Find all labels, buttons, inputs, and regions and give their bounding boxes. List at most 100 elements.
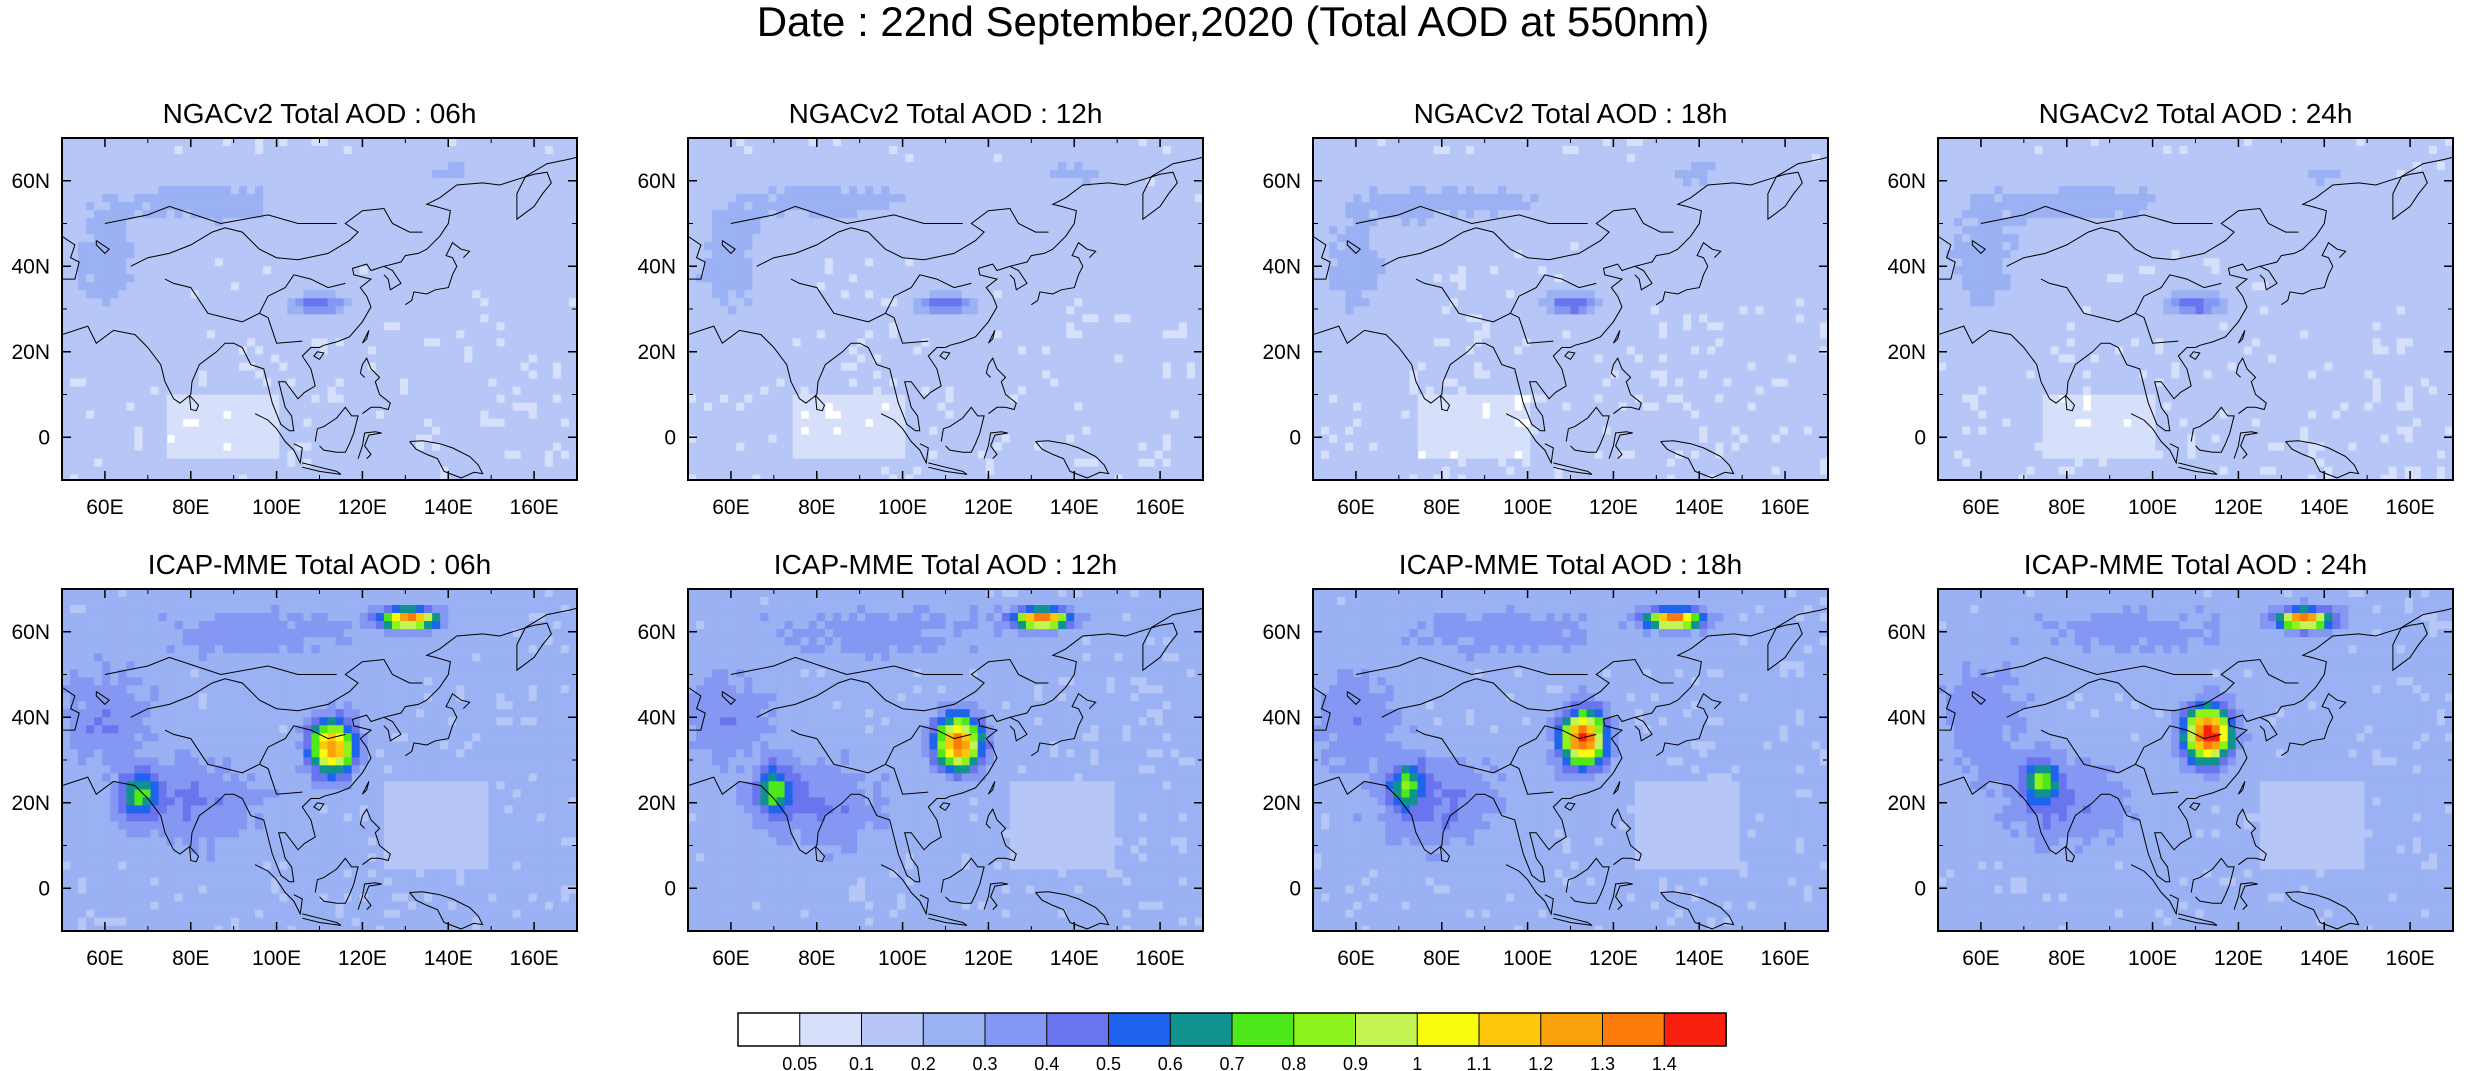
- lon-tick-label: 60E: [86, 947, 123, 970]
- lon-tick-label: 160E: [510, 496, 559, 519]
- lat-tick-label: 20N: [1262, 341, 1301, 364]
- lon-tick-label: 160E: [2386, 496, 2435, 519]
- lon-tick-label: 80E: [172, 947, 209, 970]
- lat-tick-label: 0: [664, 877, 676, 900]
- map-panel-ngacv2-06h: 60E 80E 100E 120E 140E 160E 60N 40N 20N 0 NGACv2 T…: [11, 98, 578, 519]
- colorbar-label: 0.3: [972, 1054, 997, 1071]
- lat-tick-label: 60N: [637, 621, 676, 644]
- lon-tick-label: 140E: [424, 947, 473, 970]
- panel-title: NGACv2 Total AOD : 12h: [789, 98, 1103, 129]
- lon-tick-label: 140E: [1050, 947, 1099, 970]
- panel-title: NGACv2 Total AOD : 06h: [163, 98, 477, 129]
- lon-tick-label: 100E: [878, 947, 927, 970]
- colorbar-label: 1.2: [1528, 1054, 1553, 1071]
- lat-tick-label: 0: [1914, 426, 1926, 449]
- lon-tick-label: 140E: [2300, 496, 2349, 519]
- colorbar-label: 1: [1412, 1054, 1422, 1071]
- lat-tick-label: 40N: [1887, 706, 1926, 729]
- lon-tick-label: 140E: [1675, 947, 1724, 970]
- lon-tick-label: 160E: [1761, 947, 1810, 970]
- colorbar-swatch: [799, 1012, 863, 1047]
- colorbar-swatch: [1478, 1012, 1542, 1047]
- coastlines: [688, 156, 1203, 479]
- lon-tick-label: 100E: [252, 947, 301, 970]
- lat-tick-label: 20N: [637, 341, 676, 364]
- aod-field: [1938, 138, 2453, 480]
- aod-field: [1313, 589, 1828, 931]
- lon-tick-label: 120E: [964, 496, 1013, 519]
- colorbar-swatch: [1046, 1012, 1110, 1047]
- lat-tick-label: 60N: [1887, 621, 1926, 644]
- lat-tick-label: 40N: [637, 706, 676, 729]
- lon-tick-label: 60E: [1962, 496, 1999, 519]
- coastlines: [62, 156, 577, 479]
- colorbar-swatch: [1169, 1012, 1233, 1047]
- colorbar-label: 0.7: [1219, 1054, 1244, 1071]
- lon-tick-label: 100E: [252, 496, 301, 519]
- lon-tick-label: 60E: [712, 947, 749, 970]
- lon-tick-label: 100E: [2128, 496, 2177, 519]
- colorbar-swatch: [1355, 1012, 1419, 1047]
- colorbar-swatch: [861, 1012, 925, 1047]
- colorbar-swatch: [1540, 1012, 1604, 1047]
- coastlines: [1938, 156, 2453, 479]
- colorbar-swatch: [1108, 1012, 1172, 1047]
- colorbar-swatch: [737, 1012, 801, 1047]
- colorbar-label: 1.3: [1590, 1054, 1615, 1071]
- panel-title: NGACv2 Total AOD : 24h: [2039, 98, 2353, 129]
- lat-tick-label: 40N: [1262, 255, 1301, 278]
- lat-tick-label: 60N: [637, 170, 676, 193]
- panel-title: ICAP-MME Total AOD : 24h: [2024, 549, 2367, 580]
- lon-tick-label: 160E: [510, 947, 559, 970]
- colorbar-swatch: [1602, 1012, 1666, 1047]
- lat-tick-label: 0: [1289, 877, 1301, 900]
- map-panel-ngacv2-12h: 60E 80E 100E 120E 140E 160E 60N 40N 20N 0 NGACv2 T…: [637, 98, 1204, 519]
- colorbar-label: 0.2: [911, 1054, 936, 1071]
- lon-tick-label: 160E: [1136, 496, 1185, 519]
- lat-tick-label: 0: [1914, 877, 1926, 900]
- lon-tick-label: 60E: [712, 496, 749, 519]
- lat-tick-label: 40N: [637, 255, 676, 278]
- panel-title: NGACv2 Total AOD : 18h: [1414, 98, 1728, 129]
- colorbar-swatch: [1293, 1012, 1357, 1047]
- lat-tick-label: 0: [664, 426, 676, 449]
- colorbar-swatch: [984, 1012, 1048, 1047]
- lat-tick-label: 20N: [11, 792, 50, 815]
- aod-field: [688, 589, 1203, 931]
- lat-tick-label: 40N: [11, 706, 50, 729]
- colorbar-label: 0.5: [1096, 1054, 1121, 1071]
- coastlines: [1938, 607, 2453, 930]
- colorbar-label: 1.1: [1466, 1054, 1491, 1071]
- panel-title: ICAP-MME Total AOD : 12h: [774, 549, 1117, 580]
- lon-tick-label: 140E: [424, 496, 473, 519]
- lon-tick-label: 120E: [1589, 496, 1638, 519]
- aod-field: [62, 138, 577, 480]
- lon-tick-label: 60E: [1337, 947, 1374, 970]
- lon-tick-label: 120E: [338, 496, 387, 519]
- lon-tick-label: 60E: [86, 496, 123, 519]
- lat-tick-label: 60N: [1262, 170, 1301, 193]
- lat-tick-label: 60N: [1887, 170, 1926, 193]
- lon-tick-label: 120E: [2214, 947, 2263, 970]
- lat-tick-label: 60N: [1262, 621, 1301, 644]
- colorbar-label: 0.6: [1158, 1054, 1183, 1071]
- lon-tick-label: 80E: [798, 947, 835, 970]
- colorbar-label: 0.9: [1343, 1054, 1368, 1071]
- lon-tick-label: 140E: [1050, 496, 1099, 519]
- lon-tick-label: 120E: [2214, 496, 2263, 519]
- lat-tick-label: 0: [38, 426, 50, 449]
- lat-tick-label: 20N: [1887, 341, 1926, 364]
- map-panel-ngacv2-18h: 60E 80E 100E 120E 140E 160E 60N 40N 20N 0 NGACv2 T…: [1262, 98, 1829, 519]
- map-panel-icap-mme-18h: 60E 80E 100E 120E 140E 160E 60N 40N 20N 0 ICAP-MME…: [1262, 549, 1829, 970]
- coastlines: [1313, 156, 1828, 479]
- lon-tick-label: 80E: [1423, 947, 1460, 970]
- aod-field: [1938, 589, 2453, 931]
- lon-tick-label: 120E: [964, 947, 1013, 970]
- map-panel-icap-mme-24h: 60E 80E 100E 120E 140E 160E 60N 40N 20N 0 ICAP-MME…: [1887, 549, 2454, 970]
- colorbar-label: 0.4: [1034, 1054, 1059, 1071]
- map-panel-icap-mme-06h: 60E 80E 100E 120E 140E 160E 60N 40N 20N 0 ICAP-MME…: [11, 549, 578, 970]
- aod-field: [688, 138, 1203, 480]
- lat-tick-label: 20N: [1262, 792, 1301, 815]
- lon-tick-label: 80E: [1423, 496, 1460, 519]
